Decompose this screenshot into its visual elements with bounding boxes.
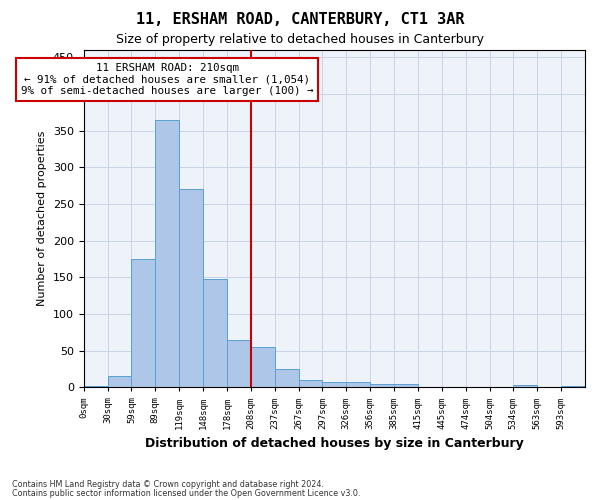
X-axis label: Distribution of detached houses by size in Canterbury: Distribution of detached houses by size … [145,437,524,450]
Text: Contains HM Land Registry data © Crown copyright and database right 2024.: Contains HM Land Registry data © Crown c… [12,480,324,489]
Bar [203,279,227,388]
Bar [322,382,346,388]
Text: 11 ERSHAM ROAD: 210sqm
← 91% of detached houses are smaller (1,054)
9% of semi-d: 11 ERSHAM ROAD: 210sqm ← 91% of detached… [21,63,314,96]
Text: 11, ERSHAM ROAD, CANTERBURY, CT1 3AR: 11, ERSHAM ROAD, CANTERBURY, CT1 3AR [136,12,464,28]
Text: Contains public sector information licensed under the Open Government Licence v3: Contains public sector information licen… [12,489,361,498]
Bar [394,384,418,388]
Bar [155,120,179,388]
Bar [131,259,155,388]
Bar [251,347,275,388]
Bar [275,369,299,388]
Bar [514,385,537,388]
Text: Size of property relative to detached houses in Canterbury: Size of property relative to detached ho… [116,32,484,46]
Bar [561,386,585,388]
Bar [179,190,203,388]
Bar [84,386,107,388]
Y-axis label: Number of detached properties: Number of detached properties [37,131,47,306]
Bar [370,384,394,388]
Bar [346,382,370,388]
Bar [227,340,251,388]
Bar [299,380,322,388]
Bar [107,376,131,388]
